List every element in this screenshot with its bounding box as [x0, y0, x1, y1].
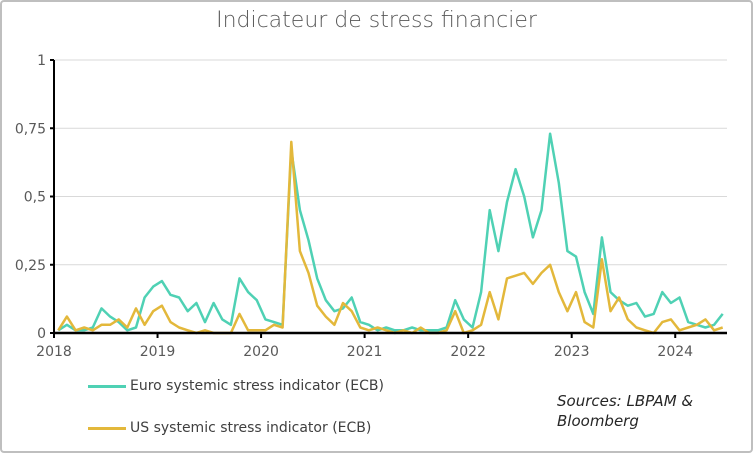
y-tick-label: 0,75	[15, 121, 46, 137]
y-tick-label: 0,5	[24, 190, 46, 206]
legend-swatch-us	[88, 426, 126, 430]
x-tick-label: 2019	[140, 344, 176, 360]
x-tick-label: 2020	[243, 344, 279, 360]
series-line-us	[57, 140, 724, 335]
x-tick-label: 2023	[554, 344, 590, 360]
series-line-euro	[57, 132, 724, 332]
sources-annotation: Sources: LBPAM & Bloomberg	[557, 392, 694, 430]
legend-item-euro: Euro systemic stress indicator (ECB)	[88, 378, 384, 394]
legend-label-us: US systemic stress indicator (ECB)	[130, 420, 372, 436]
legend-label-euro: Euro systemic stress indicator (ECB)	[130, 378, 384, 394]
x-tick-label: 2021	[347, 344, 383, 360]
chart-title: Indicateur de stress financier	[216, 8, 537, 33]
y-tick-label: 0,25	[15, 258, 46, 274]
x-tick-label: 2018	[36, 344, 72, 360]
legend-swatch-euro	[88, 384, 126, 388]
x-tick-label: 2022	[450, 344, 486, 360]
x-tick-label: 2024	[657, 344, 693, 360]
legend-item-us: US systemic stress indicator (ECB)	[88, 420, 371, 436]
y-tick-label: 0	[37, 326, 46, 342]
y-tick-label: 1	[37, 53, 46, 69]
